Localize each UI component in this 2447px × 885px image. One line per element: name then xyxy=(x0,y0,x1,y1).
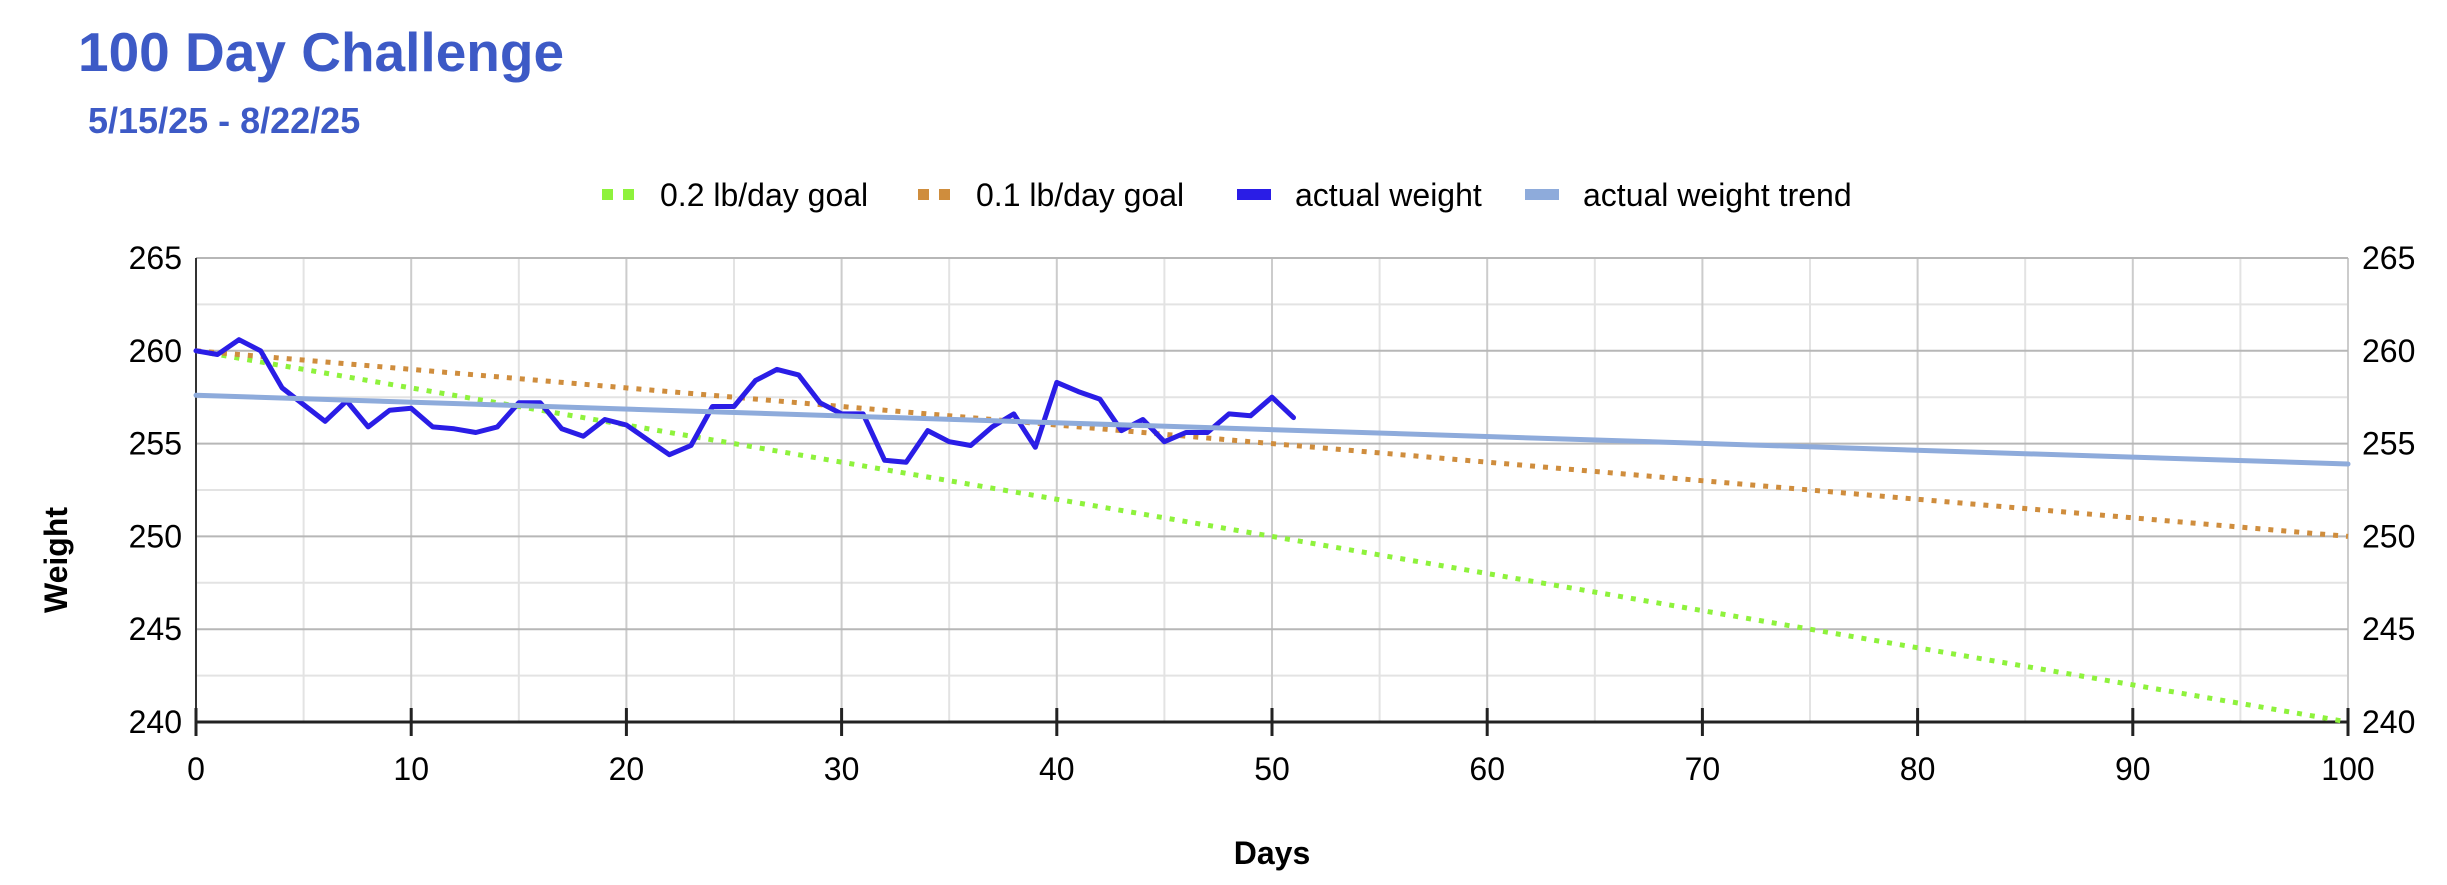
series-line-1 xyxy=(195,348,2349,539)
legend-swatch xyxy=(602,189,613,200)
grid-lines xyxy=(196,257,2349,722)
x-tick-label: 60 xyxy=(1469,751,1505,787)
legend-swatch xyxy=(1237,189,1271,200)
legend-label: 0.1 lb/day goal xyxy=(976,177,1184,213)
x-tick-label: 90 xyxy=(2115,751,2151,787)
legend: 0.2 lb/day goal 0.1 lb/day goal actual wei… xyxy=(602,177,1852,213)
chart-subtitle: 5/15/25 - 8/22/25 xyxy=(88,100,361,141)
x-axis-label: Days xyxy=(1234,835,1311,871)
y-tick-label-left: 260 xyxy=(129,333,182,369)
legend-label: actual weight xyxy=(1295,177,1482,213)
y-tick-label-right: 255 xyxy=(2362,426,2415,462)
y-tick-label-right: 240 xyxy=(2362,704,2415,740)
x-tick-label: 30 xyxy=(824,751,860,787)
series-line-2 xyxy=(193,337,1296,465)
y-tick-label-right: 265 xyxy=(2362,240,2415,276)
legend-label: 0.2 lb/day goal xyxy=(660,177,868,213)
tick-labels: 0 10 20 30 40 50 60 70 80 90 100 240 240 245 245 250 250… xyxy=(129,240,2416,787)
y-tick-label-right: 245 xyxy=(2362,611,2415,647)
y-axis-label: Weight xyxy=(38,507,74,613)
y-tick-label-left: 265 xyxy=(129,240,182,276)
y-tick-label-right: 260 xyxy=(2362,333,2415,369)
x-tick-label: 70 xyxy=(1685,751,1721,787)
x-tick-label: 0 xyxy=(187,751,205,787)
y-tick-label-left: 250 xyxy=(129,518,182,554)
y-tick-label-left: 245 xyxy=(129,611,182,647)
axes xyxy=(194,258,2350,736)
series-layer xyxy=(193,337,2351,725)
x-tick-label: 80 xyxy=(1900,751,1936,787)
y-tick-label-left: 240 xyxy=(129,704,182,740)
y-tick-label-left: 255 xyxy=(129,426,182,462)
legend-swatch xyxy=(918,189,929,200)
legend-label: actual weight trend xyxy=(1583,177,1852,213)
legend-swatch xyxy=(1525,189,1559,200)
legend-swatch xyxy=(623,189,634,200)
chart-title: 100 Day Challenge xyxy=(78,21,565,83)
x-tick-label: 20 xyxy=(609,751,645,787)
x-tick-label: 50 xyxy=(1254,751,1290,787)
x-tick-label: 100 xyxy=(2321,751,2374,787)
x-tick-label: 10 xyxy=(393,751,429,787)
y-tick-label-right: 250 xyxy=(2362,518,2415,554)
legend-swatch xyxy=(939,189,950,200)
series-line-3 xyxy=(193,392,2351,467)
x-tick-label: 40 xyxy=(1039,751,1075,787)
